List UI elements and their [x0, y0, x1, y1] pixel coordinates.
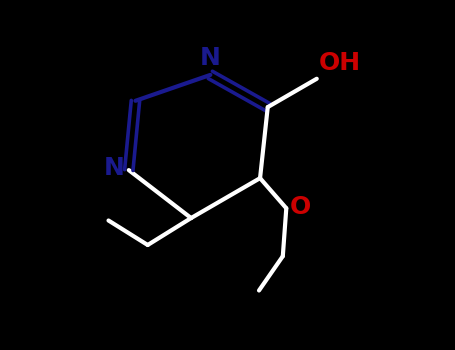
Text: OH: OH: [318, 50, 361, 75]
Text: N: N: [200, 46, 221, 70]
Text: N: N: [104, 156, 125, 180]
Text: O: O: [290, 195, 311, 218]
